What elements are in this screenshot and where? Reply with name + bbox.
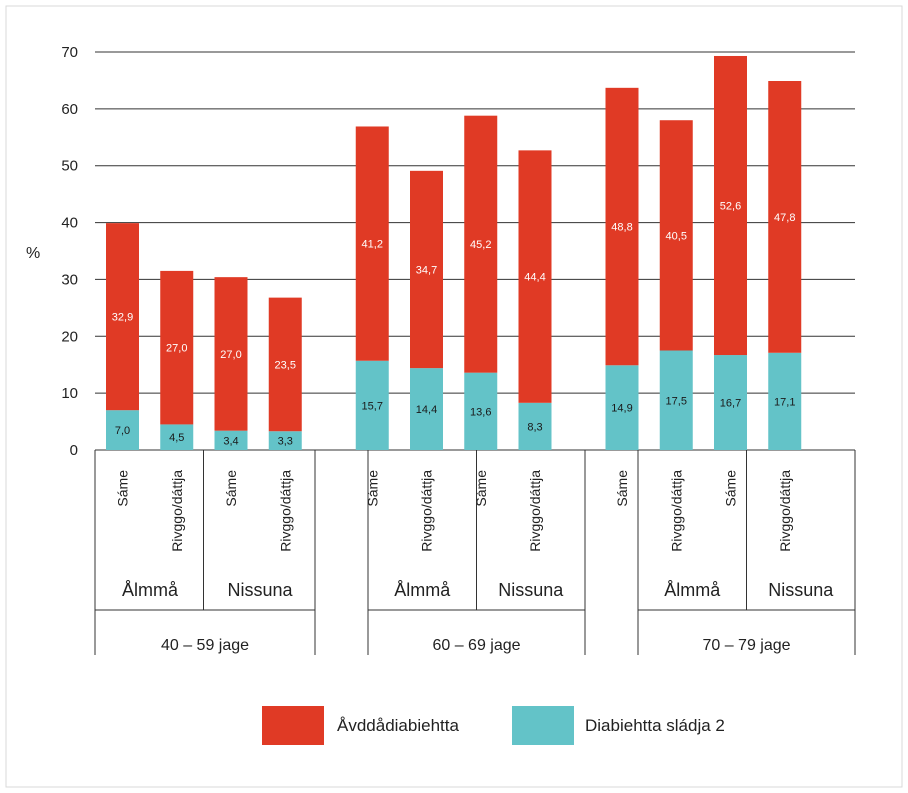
x-category-label: Sáme [364, 470, 380, 507]
bar-segment [605, 365, 639, 450]
y-tick-label: 30 [61, 271, 78, 288]
x-category-label: Sáme [115, 470, 131, 507]
x-axis: Sáme Rivggo/dáttja Sáme Rivggo/dáttja Sáme Ri… [94, 450, 856, 655]
data-label: 17,5 [666, 395, 687, 407]
data-label: 7,0 [115, 425, 130, 437]
data-label: 27,0 [220, 349, 241, 361]
x-category-label: Rivggo/dáttja [169, 470, 185, 552]
x-category-label: Rivggo/dáttja [668, 470, 684, 552]
y-tick-label: 50 [61, 158, 78, 175]
x-category-label: Sáme [614, 470, 630, 507]
x-subgroup-label: Nissuna [227, 580, 293, 600]
bar-segment [214, 277, 248, 431]
y-tick-label: 40 [61, 215, 78, 232]
bar-segment [659, 120, 693, 351]
chart-border [5, 5, 903, 788]
data-label: 13,6 [470, 406, 491, 418]
bar-segment [659, 350, 693, 450]
x-subgroup-label: Ålmmå [122, 580, 179, 600]
bar-segment [464, 372, 498, 450]
data-label: 14,4 [416, 404, 437, 416]
data-label: 14,9 [611, 403, 632, 415]
bar-segment [106, 410, 139, 450]
bar-segment [160, 424, 194, 450]
data-label: 45,2 [470, 239, 491, 251]
x-category-label: Rivggo/dáttja [777, 470, 793, 552]
bar-segment [268, 431, 302, 450]
x-subgroup-label: Nissuna [768, 580, 834, 600]
y-tick-label: 70 [61, 44, 78, 61]
bar-segment [214, 430, 248, 450]
bar-segment [355, 126, 389, 361]
y-axis: 0 10 20 30 40 50 60 70 [61, 44, 78, 459]
y-tick-label: 60 [61, 101, 78, 118]
data-label: 52,6 [720, 201, 741, 213]
legend-label: Diabiehtta sládja 2 [585, 716, 725, 735]
legend-swatch [262, 706, 324, 745]
bar-segment [106, 223, 139, 411]
bar-segment [355, 360, 389, 450]
data-label: 3,4 [223, 435, 238, 447]
data-label: 48,8 [611, 222, 632, 234]
data-label: 3,3 [278, 436, 293, 448]
data-label: 15,7 [362, 400, 383, 412]
bar-segment [768, 352, 802, 450]
data-label: 16,7 [720, 398, 741, 410]
x-category-label: Rivggo/dáttja [527, 470, 543, 552]
bar-segment [410, 368, 443, 450]
data-label: 8,3 [527, 421, 542, 433]
data-label: 23,5 [275, 359, 296, 371]
legend: Åvddådiabiehtta Diabiehtta sládja 2 [262, 706, 725, 745]
bar-segment [768, 80, 802, 353]
bar-segment [518, 402, 552, 450]
data-label: 32,9 [112, 312, 133, 324]
x-subgroup-label: Nissuna [498, 580, 564, 600]
x-category-label: Rivggo/dáttja [419, 470, 435, 552]
x-subgroup-label: Ålmmå [394, 580, 451, 600]
data-label: 47,8 [774, 212, 795, 224]
bar-segment [605, 87, 639, 366]
bars: 7,0 32,9 4,5 27,0 3,4 27,0 3,3 23,5 15,7 41,2 14,4… [106, 55, 802, 450]
data-label: 41,2 [362, 239, 383, 251]
bar-segment [160, 270, 194, 425]
x-subgroup-label: Ålmmå [664, 580, 721, 600]
data-label: 44,4 [524, 272, 545, 284]
data-label: 27,0 [166, 343, 187, 355]
data-label: 4,5 [169, 432, 184, 444]
bar-segment [714, 355, 747, 450]
x-category-label: Sáme [723, 470, 739, 507]
data-label: 34,7 [416, 264, 437, 276]
data-label: 17,1 [774, 396, 795, 408]
bar-segment [410, 170, 443, 369]
x-category-label: Sáme [473, 470, 489, 507]
bar-segment [464, 115, 498, 373]
y-tick-label: 0 [70, 442, 78, 459]
x-category-label: Rivggo/dáttja [277, 470, 293, 552]
y-tick-label: 20 [61, 328, 78, 345]
legend-swatch [512, 706, 574, 745]
y-tick-label: 10 [61, 385, 78, 402]
bar-segment [714, 55, 747, 356]
bar-segment [518, 150, 552, 403]
x-category-label: Sáme [223, 470, 239, 507]
legend-label: Åvddådiabiehtta [337, 716, 459, 735]
x-group-label: 60 – 69 jage [432, 637, 520, 654]
x-group-label: 70 – 79 jage [702, 637, 790, 654]
y-axis-label: % [26, 245, 40, 262]
data-label: 40,5 [666, 230, 687, 242]
x-group-label: 40 – 59 jage [161, 637, 249, 654]
bar-segment [268, 297, 302, 432]
